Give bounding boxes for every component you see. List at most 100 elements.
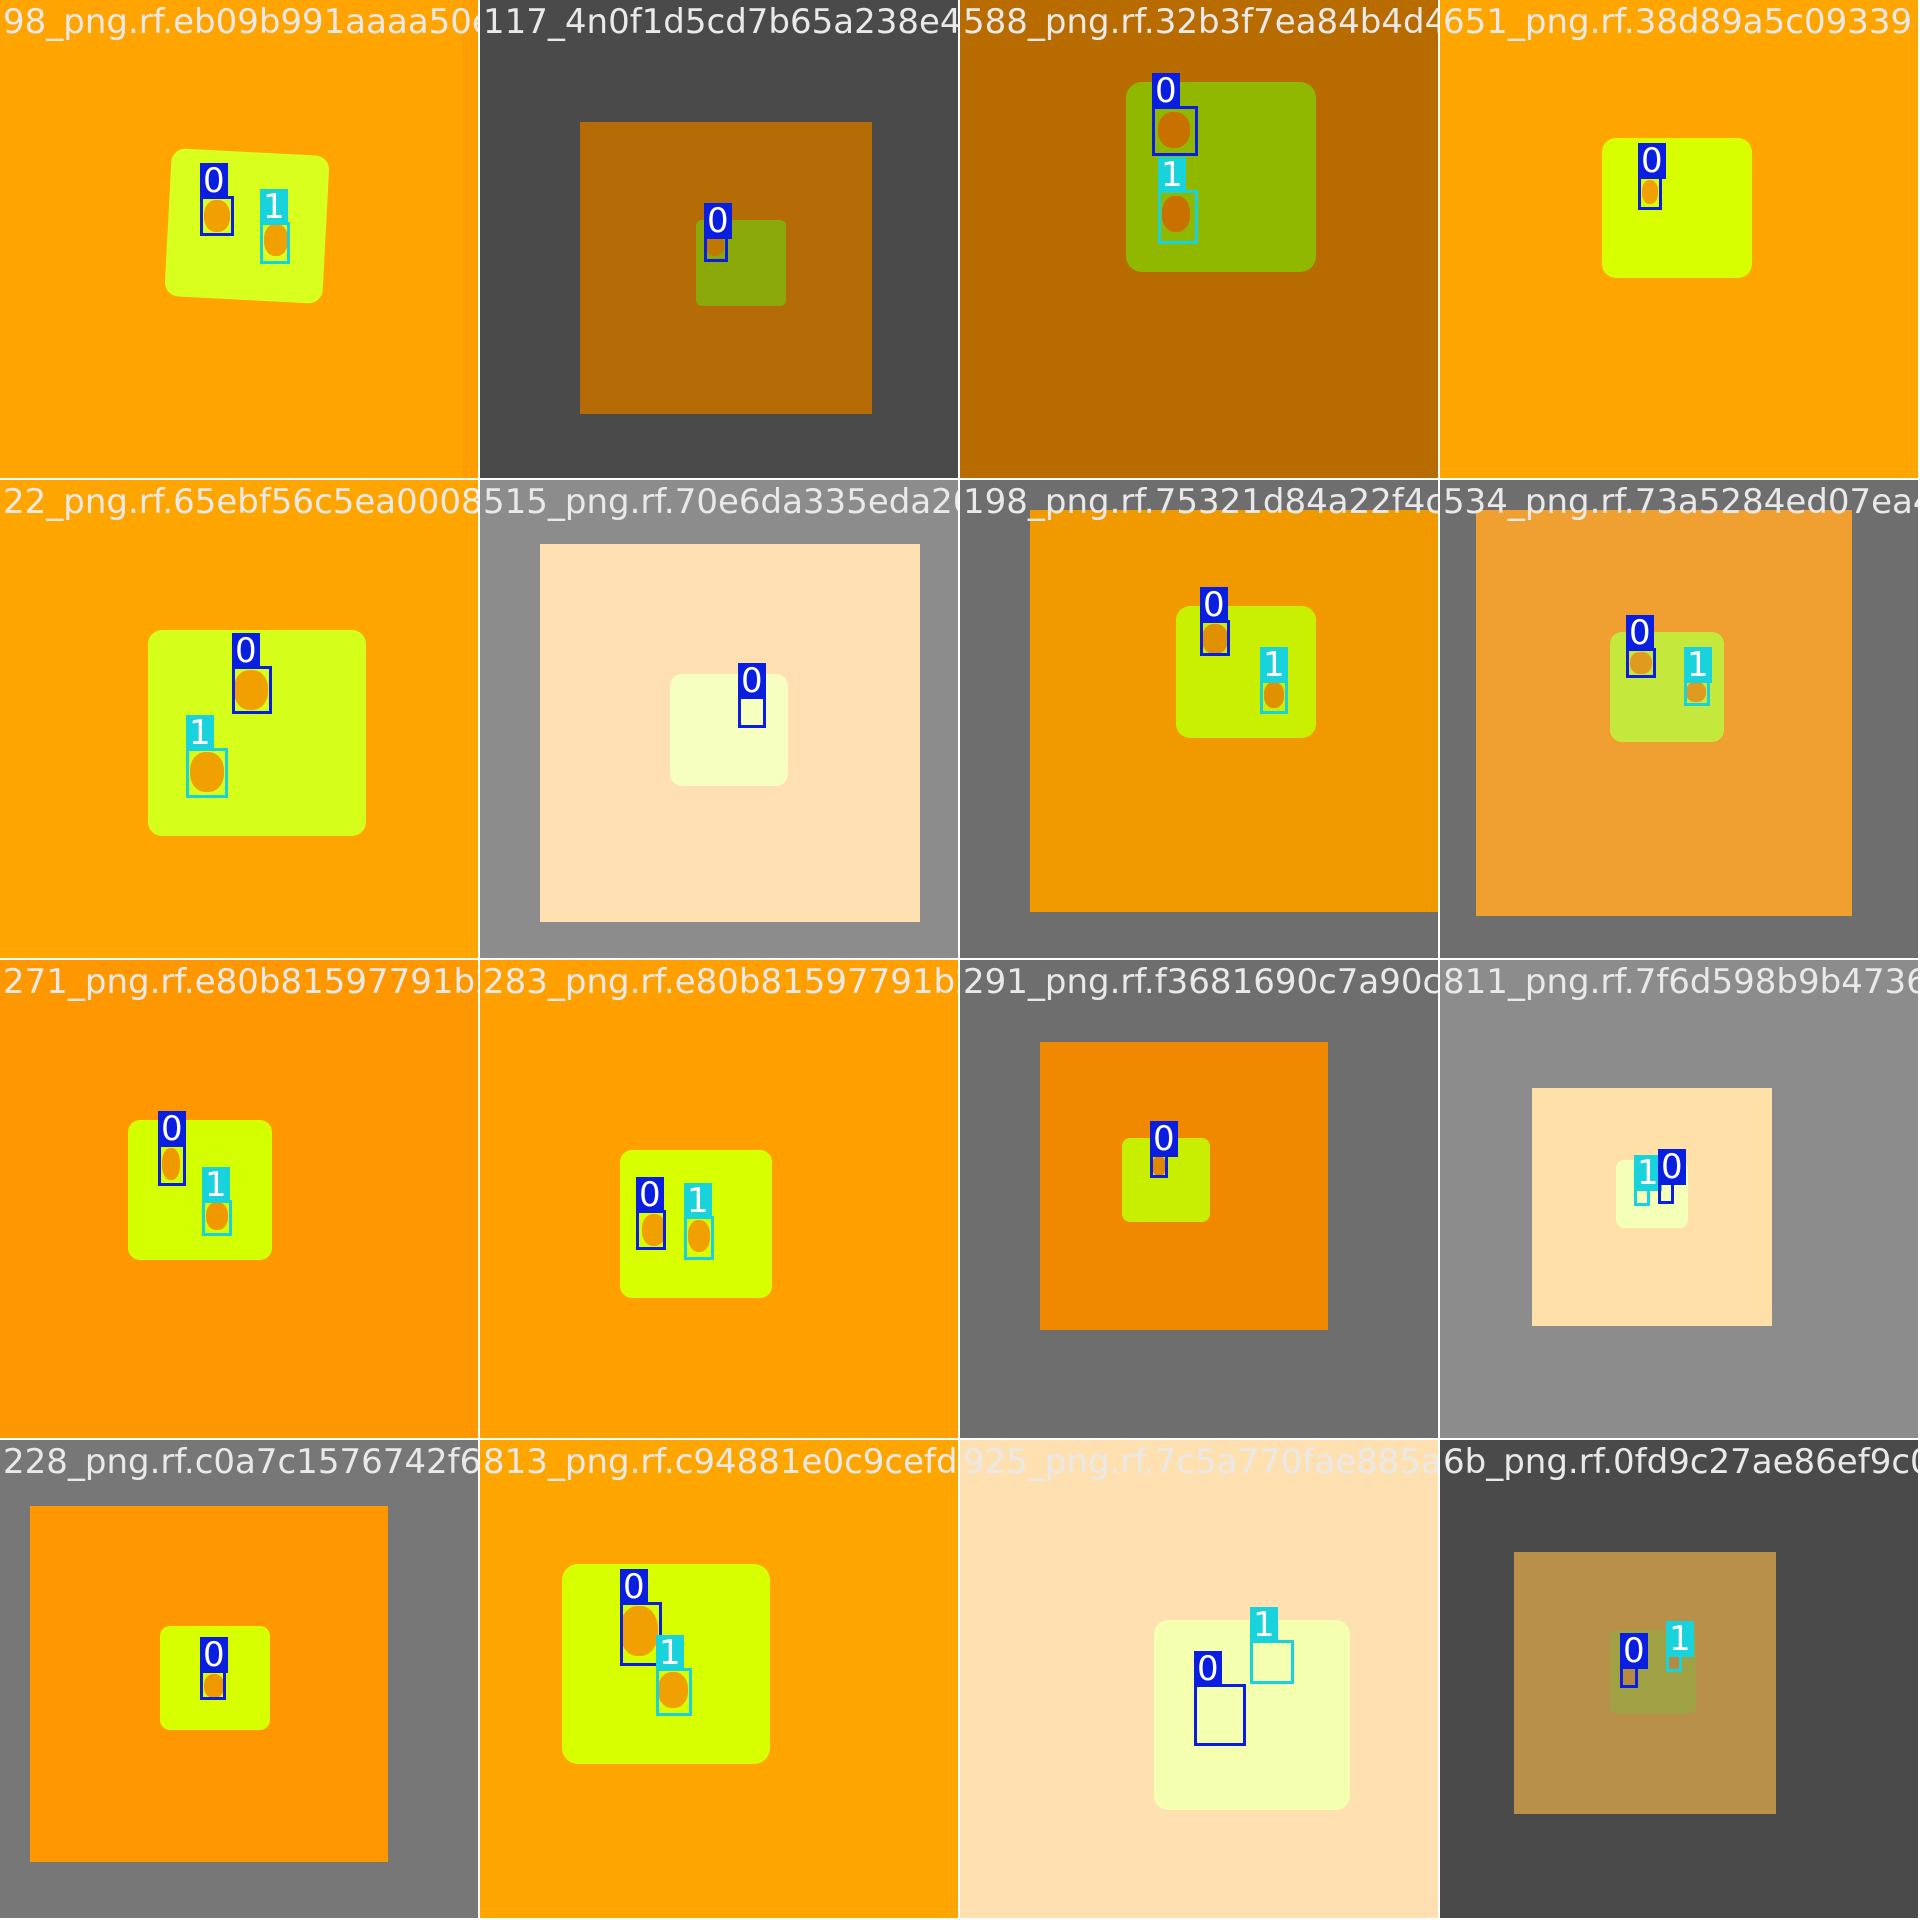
- class-label: 1: [202, 1167, 230, 1203]
- defect-spot: [1152, 1156, 1166, 1176]
- class-label: 1: [1260, 647, 1288, 683]
- defect-spot: [190, 752, 224, 792]
- bounding-box: 0: [1626, 615, 1656, 678]
- defect-spot: [642, 1214, 666, 1246]
- bounding-box: 1: [1684, 647, 1712, 706]
- image-tile: 1 0 925_png.rf.7c5a770fae885a716: [960, 1440, 1438, 1918]
- bounding-box: 0: [636, 1177, 666, 1250]
- defect-spot: [162, 1148, 180, 1180]
- bounding-box: 0: [1200, 587, 1230, 656]
- defect-spot: [204, 200, 230, 232]
- core-region: [1176, 606, 1316, 738]
- class-label: 1: [1158, 157, 1186, 193]
- class-label: 1: [1250, 1607, 1278, 1643]
- bounding-box: 0: [704, 203, 732, 262]
- class-label: 0: [200, 163, 228, 199]
- class-label: 1: [186, 715, 214, 751]
- bounding-box: 0: [1638, 143, 1666, 210]
- core-region: [1602, 138, 1752, 278]
- defect-spot: [658, 1672, 688, 1708]
- bounding-box: 0: [1194, 1651, 1246, 1746]
- image-filename: 811_png.rf.7f6d598b9b4736d3: [1443, 962, 1918, 1002]
- image-tile: 0 1 588_png.rf.32b3f7ea84b4d4b6516bdb958…: [960, 0, 1438, 478]
- bounding-box: 1: [684, 1183, 714, 1260]
- class-label: 0: [1658, 1149, 1686, 1185]
- class-label: 0: [1626, 615, 1654, 651]
- bounding-box: 1: [1260, 647, 1288, 714]
- image-tile: 0 1 534_png.rf.73a5284ed07ea4: [1440, 480, 1918, 958]
- image-filename: 291_png.rf.f3681690c7a90c829fa1f811864cc…: [963, 962, 1438, 1002]
- class-label: 0: [232, 633, 260, 669]
- defect-spot: [1642, 180, 1658, 204]
- defect-spot: [234, 670, 268, 710]
- defect-spot: [206, 1202, 228, 1230]
- bounding-box: 0: [1620, 1633, 1648, 1688]
- defect-spot: [688, 1220, 710, 1252]
- bounding-box: 1: [186, 715, 228, 798]
- defect-spot: [1686, 682, 1706, 702]
- class-label: 0: [1200, 587, 1228, 623]
- image-tile: 0 1 271_png.rf.e80b81597791b2f8d34899307…: [0, 960, 478, 1438]
- image-tile: 0 117_4n0f1d5cd7b65a238e4588124ac4398497…: [480, 0, 958, 478]
- bounding-box: 1: [260, 189, 290, 264]
- class-label: 1: [1634, 1155, 1662, 1191]
- bounding-box: 0: [158, 1111, 186, 1186]
- defect-spot: [706, 234, 724, 256]
- defect-spot: [1622, 1668, 1636, 1686]
- class-label: 0: [1194, 1651, 1222, 1687]
- bounding-box: 0: [200, 163, 234, 236]
- class-label: 0: [1152, 73, 1180, 109]
- defect-spot: [1158, 112, 1190, 148]
- class-label: 0: [636, 1177, 664, 1213]
- image-tile: 1 0 811_png.rf.7f6d598b9b4736d3: [1440, 960, 1918, 1438]
- core-region: [1126, 82, 1316, 272]
- defect-spot: [1630, 652, 1652, 674]
- bounding-box: 1: [1250, 1607, 1294, 1684]
- class-label: 0: [704, 203, 732, 239]
- bounding-box: 1: [1634, 1155, 1662, 1206]
- bounding-box: 1: [1666, 1621, 1694, 1672]
- class-label: 1: [1666, 1621, 1694, 1657]
- image-tile: 0 1 283_png.rf.e80b81597791b28d761272b3c…: [480, 960, 958, 1438]
- class-label: 1: [260, 189, 288, 225]
- bounding-box: 0: [232, 633, 272, 714]
- bounding-box: 0: [200, 1637, 228, 1700]
- class-label: 1: [1684, 647, 1712, 683]
- bounding-box: 1: [1158, 157, 1198, 244]
- class-label: 1: [656, 1635, 684, 1671]
- image-filename: 117_4n0f1d5cd7b65a238e4588124ac4398497ea…: [483, 2, 958, 42]
- image-tile: 0 515_png.rf.70e6da335eda2098bdc9f07532d…: [480, 480, 958, 958]
- class-label: 0: [1620, 1633, 1648, 1669]
- defect-spot: [1162, 196, 1190, 232]
- class-label: 0: [1150, 1121, 1178, 1157]
- bounding-box: 0: [1152, 73, 1198, 156]
- defect-spot: [1202, 624, 1228, 654]
- image-tile: 0 1 22_png.rf.65ebf56c5ea0008a5d38012efa…: [0, 480, 478, 958]
- image-tile: 0 1 98_png.rf.eb09b991aaaa50eebdc4100325…: [0, 0, 478, 478]
- bounding-box: 0: [620, 1569, 662, 1666]
- class-label: 0: [200, 1637, 228, 1673]
- image-filename: 228_png.rf.c0a7c1576742f68f3a8dd3e94881e…: [3, 1442, 478, 1482]
- image-tile: 0 1 6b_png.rf.0fd9c27ae86ef9c0f0: [1440, 1440, 1918, 1918]
- class-label: 0: [620, 1569, 648, 1605]
- image-filename: 515_png.rf.70e6da335eda2098bdc9f07532d84…: [483, 482, 958, 522]
- image-tile: 0 1 813_png.rf.c94881e0c9cefd84925d97917…: [480, 1440, 958, 1918]
- defect-spot: [1264, 682, 1284, 708]
- image-tile: 0 228_png.rf.c0a7c1576742f68f3a8dd3e9488…: [0, 1440, 478, 1918]
- class-label: 1: [684, 1183, 712, 1219]
- bounding-box: 0: [1150, 1121, 1178, 1178]
- image-filename: 6b_png.rf.0fd9c27ae86ef9c0f0: [1443, 1442, 1918, 1482]
- core-region: [670, 674, 788, 786]
- bounding-box: 0: [1658, 1149, 1686, 1204]
- bounding-box: 1: [202, 1167, 232, 1236]
- core-region: [128, 1120, 272, 1260]
- defect-spot: [1668, 1656, 1680, 1670]
- image-tile: 0 291_png.rf.f3681690c7a90c829fa1f811864…: [960, 960, 1438, 1438]
- core-region: [164, 147, 330, 305]
- image-tile: 0 1 198_png.rf.75321d84a22f4c534cbb99a71…: [960, 480, 1438, 958]
- class-label: 0: [738, 663, 766, 699]
- image-tile: 0 651_png.rf.38d89a5c09339: [1440, 0, 1918, 478]
- defect-spot: [620, 1606, 658, 1656]
- bounding-box: 1: [656, 1635, 692, 1716]
